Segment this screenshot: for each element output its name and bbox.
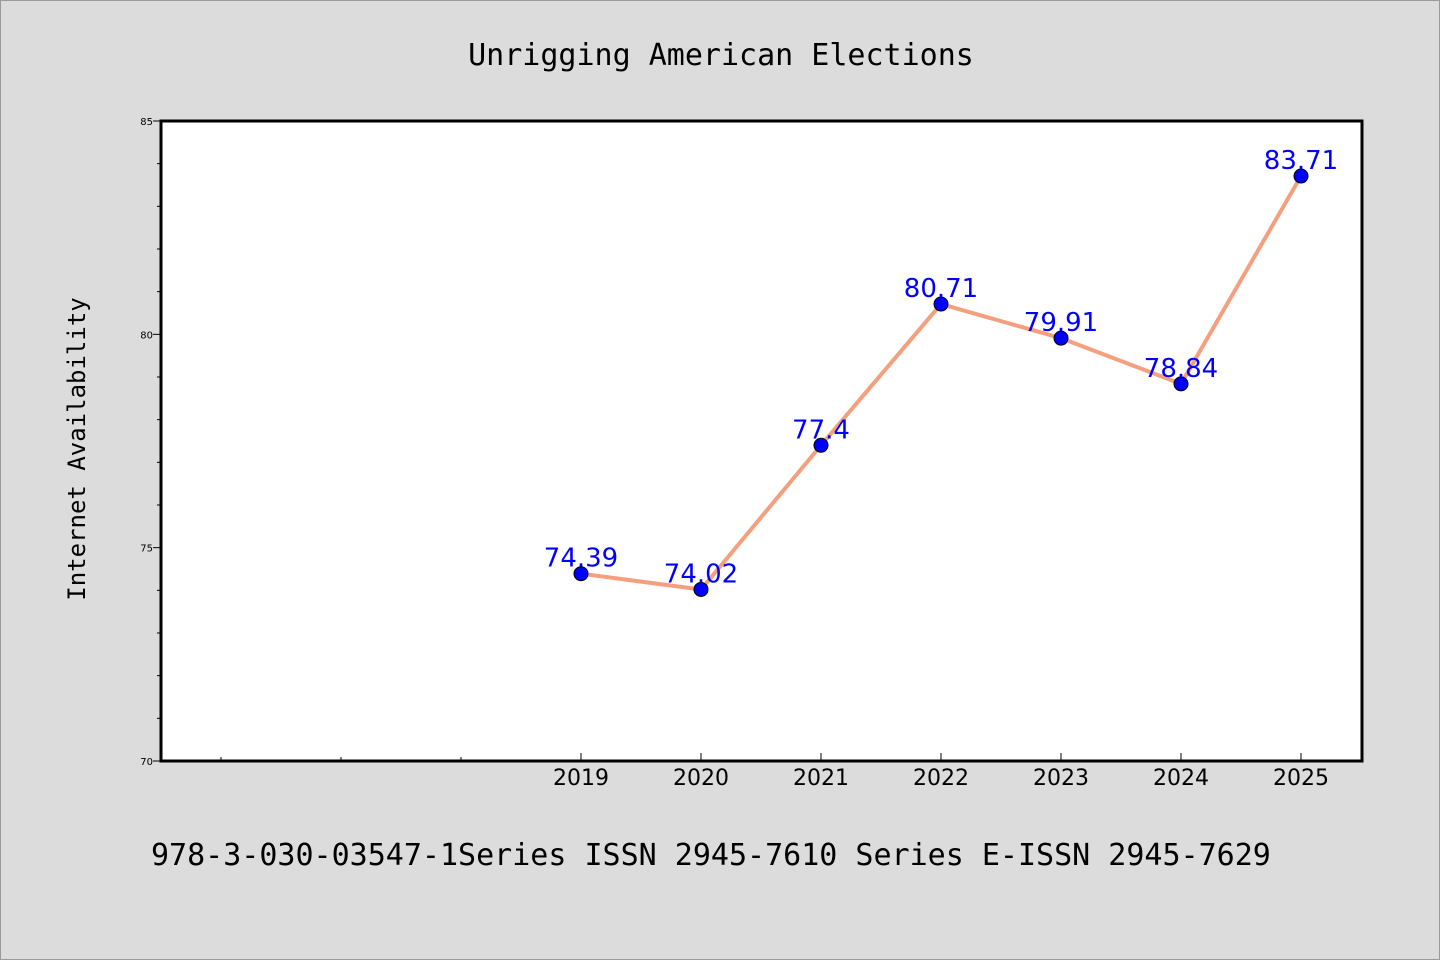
x-tick-label: 2021 xyxy=(793,766,849,791)
data-label-layer: 74.39 74.02 77.4 80.71 79.91 78.84 83.71 xyxy=(544,146,1338,589)
x-tick-label: 2019 xyxy=(553,766,609,791)
footer-text: 978-3-030-03547-1Series ISSN 2945-7610 S… xyxy=(151,838,1271,873)
data-point xyxy=(1293,168,1309,184)
data-point xyxy=(1173,376,1189,392)
y-tick-label: 75 xyxy=(140,544,153,555)
data-point xyxy=(693,581,709,597)
data-label: 79.91 xyxy=(1024,308,1098,338)
data-point xyxy=(1053,330,1069,346)
data-label: 74.39 xyxy=(544,544,618,574)
plot-border xyxy=(159,119,1364,763)
data-label: 77.4 xyxy=(792,415,850,445)
marker-layer xyxy=(573,168,1309,597)
data-label: 78.84 xyxy=(1144,354,1218,384)
data-label: 83.71 xyxy=(1264,146,1338,176)
y-tick-labels: 70 75 80 85 xyxy=(140,117,153,768)
chart-title: Unrigging American Elections xyxy=(468,38,974,73)
x-tick-label: 2024 xyxy=(1153,766,1209,791)
y-tick-label: 85 xyxy=(140,117,153,128)
x-tick-label: 2025 xyxy=(1273,766,1329,791)
y-axis-label: Internet Availability xyxy=(63,297,91,600)
data-label: 74.02 xyxy=(664,559,738,589)
data-label: 80.71 xyxy=(904,274,978,304)
data-point xyxy=(933,296,949,312)
x-tick-labels: 2019 2020 2021 2022 2023 2024 2025 xyxy=(553,766,1329,791)
data-point xyxy=(813,437,829,453)
y-tick-label: 70 xyxy=(140,757,153,768)
x-tick-label: 2023 xyxy=(1033,766,1089,791)
data-point xyxy=(573,566,589,582)
plot-area xyxy=(161,121,1362,761)
x-tick-label: 2020 xyxy=(673,766,729,791)
x-tick-label: 2022 xyxy=(913,766,969,791)
y-tick-label: 80 xyxy=(140,330,153,341)
